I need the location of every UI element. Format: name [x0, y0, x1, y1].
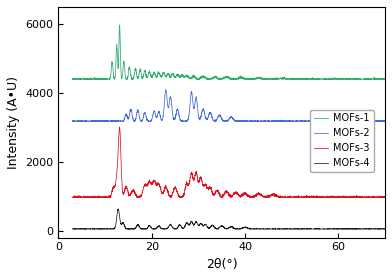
MOFs-3: [377, 195, 381, 198]
MOFs-4: [343, 227, 348, 230]
MOFs-2: [124, 113, 129, 116]
MOFs-2: [203, 117, 208, 121]
MOFs-2: [377, 119, 381, 123]
MOFs-1: [383, 78, 387, 81]
MOFs-4: [377, 227, 381, 230]
MOFs-1: [70, 77, 75, 81]
Legend: MOFs-1, MOFs-2, MOFs-3, MOFs-4: MOFs-1, MOFs-2, MOFs-3, MOFs-4: [310, 110, 374, 172]
X-axis label: 2θ(°): 2θ(°): [206, 258, 238, 271]
MOFs-4: [204, 223, 209, 226]
MOFs-2: [383, 120, 387, 123]
Line: MOFs-2: MOFs-2: [73, 90, 385, 121]
MOFs-2: [190, 96, 195, 99]
MOFs-1: [377, 77, 381, 81]
MOFs-2: [70, 120, 75, 123]
Y-axis label: Intensity (A•U): Intensity (A•U): [7, 76, 20, 169]
MOFs-1: [117, 23, 122, 27]
MOFs-2: [163, 88, 168, 91]
MOFs-3: [343, 195, 348, 198]
MOFs-4: [106, 227, 111, 230]
MOFs-2: [106, 120, 111, 123]
MOFs-4: [70, 227, 75, 230]
MOFs-4: [190, 221, 195, 225]
MOFs-1: [125, 78, 129, 81]
MOFs-1: [70, 78, 75, 81]
MOFs-3: [124, 186, 129, 190]
MOFs-4: [71, 227, 75, 231]
MOFs-1: [204, 76, 209, 80]
MOFs-3: [70, 196, 75, 199]
Line: MOFs-3: MOFs-3: [73, 127, 385, 197]
MOFs-3: [203, 183, 208, 186]
MOFs-4: [125, 227, 129, 230]
MOFs-4: [116, 207, 120, 210]
MOFs-3: [117, 125, 122, 129]
MOFs-1: [343, 77, 348, 80]
MOFs-2: [343, 120, 348, 123]
Line: MOFs-4: MOFs-4: [73, 209, 385, 229]
MOFs-3: [383, 195, 387, 198]
MOFs-1: [106, 78, 111, 81]
MOFs-1: [190, 76, 195, 79]
Line: MOFs-1: MOFs-1: [73, 25, 385, 79]
MOFs-3: [106, 196, 111, 199]
MOFs-4: [383, 227, 387, 231]
MOFs-3: [190, 173, 195, 177]
